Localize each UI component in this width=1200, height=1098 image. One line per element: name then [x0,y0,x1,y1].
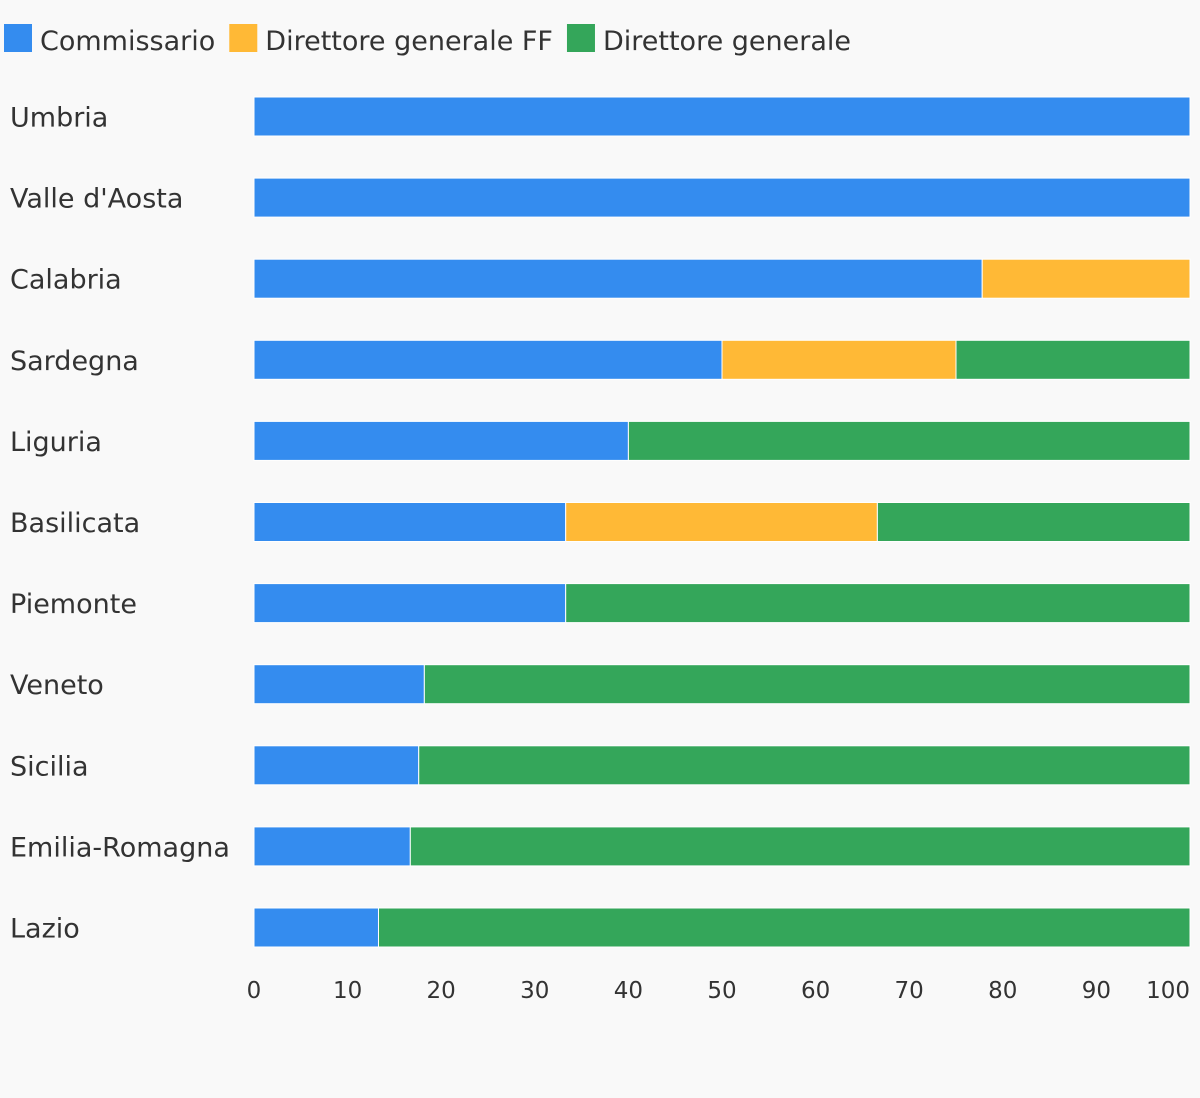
category-labels: Umbria Valle d'Aosta Calabria Sardegna Ligur… [10,103,230,945]
bar-segment [876,502,1191,542]
category-label: Basilicata [10,508,140,539]
x-tick-label: 70 [895,978,924,1004]
bar-segment [981,258,1191,299]
bar-segment [253,664,425,705]
category-label: Liguria [10,427,102,458]
bar-row [253,96,1191,137]
legend-item: Direttore generale [566,24,851,57]
category-label: Valle d'Aosta [10,184,183,215]
bar-segment [253,177,1191,218]
legend-label: Direttore generale FF [265,26,553,57]
bar-segment [377,907,1191,948]
bar-row [253,907,1191,948]
bar-row [253,745,1191,786]
category-label: Umbria [10,103,108,134]
bar-segment [253,339,723,380]
bar-segment [565,583,1191,624]
bar-row [253,258,1191,299]
bar-row [253,420,1191,461]
legend-swatch [229,24,258,52]
category-label: Veneto [10,670,104,701]
x-tick-label: 90 [1082,978,1111,1004]
legend-item: Commissario [4,24,215,57]
legend-item: Direttore generale FF [229,24,553,57]
bar-segment [565,502,878,542]
bar-segment [253,502,567,542]
legend-swatch [4,24,32,52]
x-axis: 0 10 20 30 40 50 60 70 80 90 100 [247,978,1190,1004]
bar-segment [627,420,1191,461]
legend-label: Direttore generale [603,26,851,57]
category-label: Emilia-Romagna [10,832,230,863]
bar-segment [721,339,957,380]
bar-segment [253,420,629,461]
x-tick-label: 100 [1146,978,1190,1004]
category-label: Sardegna [10,346,139,377]
x-tick-label: 0 [247,978,262,1004]
bar-row [253,583,1191,624]
bar-segment [253,96,1191,137]
bar-row [253,826,1191,867]
category-label: Sicilia [10,751,89,782]
legend-label: Commissario [40,26,215,57]
bar-row [253,664,1191,705]
category-label: Calabria [10,265,122,296]
bar-segment [253,258,983,299]
bar-row [253,339,1191,380]
x-tick-label: 40 [614,978,643,1004]
x-tick-label: 30 [520,978,549,1004]
bar-segment [409,826,1191,867]
category-label: Lazio [10,914,80,945]
legend-swatch [566,24,595,52]
bar-segment [253,583,567,624]
legend: Commissario Direttore generale FF Direttor… [4,24,851,57]
x-tick-label: 50 [707,978,736,1004]
bar-row [253,177,1191,218]
bar-segment [253,907,379,948]
bar-segment [418,745,1191,786]
bar-row [253,502,1191,542]
x-tick-label: 20 [427,978,456,1004]
bar-segment [253,745,420,786]
x-tick-label: 10 [333,978,362,1004]
bar-segment [253,826,411,867]
bar-segment [423,664,1191,705]
x-tick-label: 80 [988,978,1017,1004]
category-label: Piemonte [10,589,137,620]
x-tick-label: 60 [801,978,830,1004]
bar-segment [955,339,1191,380]
bars [253,96,1191,948]
